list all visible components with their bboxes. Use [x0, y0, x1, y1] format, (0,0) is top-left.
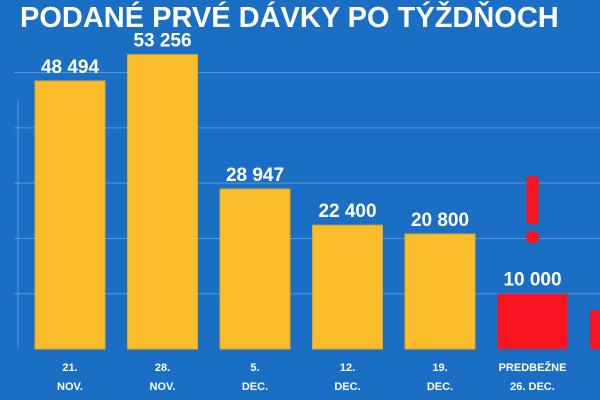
data-label-4: 20 800: [411, 210, 469, 231]
x-tick-label-4-line1: 19.: [432, 362, 447, 374]
bar-5: [497, 293, 568, 349]
data-label-2: 28 947: [226, 165, 284, 186]
x-tick-label-4-line2: DEC.: [427, 381, 453, 393]
bar-4: [404, 233, 476, 350]
bar-3: [312, 224, 383, 350]
data-label-5: 10 000: [503, 270, 561, 291]
bar-2: [219, 188, 291, 350]
x-tick-label-1-line1: 28.: [155, 362, 170, 374]
data-label-1: 53 256: [133, 31, 191, 52]
data-label-0: 48 494: [41, 57, 100, 78]
x-tick-label-2-line2: DEC.: [242, 381, 268, 393]
x-tick-label-3-line2: DEC.: [334, 381, 360, 393]
chart-title: PODANÉ PRVÉ DÁVKY PO TÝŽDŇOCH: [20, 2, 559, 34]
x-tick-label-2-line1: 5.: [250, 362, 259, 374]
x-tick-label-3-line1: 12.: [340, 362, 355, 374]
x-tick-label-1-line2: NOV.: [150, 381, 176, 393]
exclamation-mark-stem: [526, 176, 539, 224]
bar-0: [34, 80, 106, 350]
exclamation-mark-dot: [526, 230, 539, 244]
x-tick-label-5-line2: 26. DEC.: [510, 381, 555, 393]
x-tick-label-5-line1: PREDBEŽNE: [499, 361, 567, 374]
data-label-3: 22 400: [318, 201, 376, 222]
bar-6: [590, 310, 600, 349]
bar-1: [127, 54, 198, 350]
x-tick-label-0-line1: 21.: [62, 362, 77, 374]
x-tick-label-0-line2: NOV.: [57, 381, 83, 393]
